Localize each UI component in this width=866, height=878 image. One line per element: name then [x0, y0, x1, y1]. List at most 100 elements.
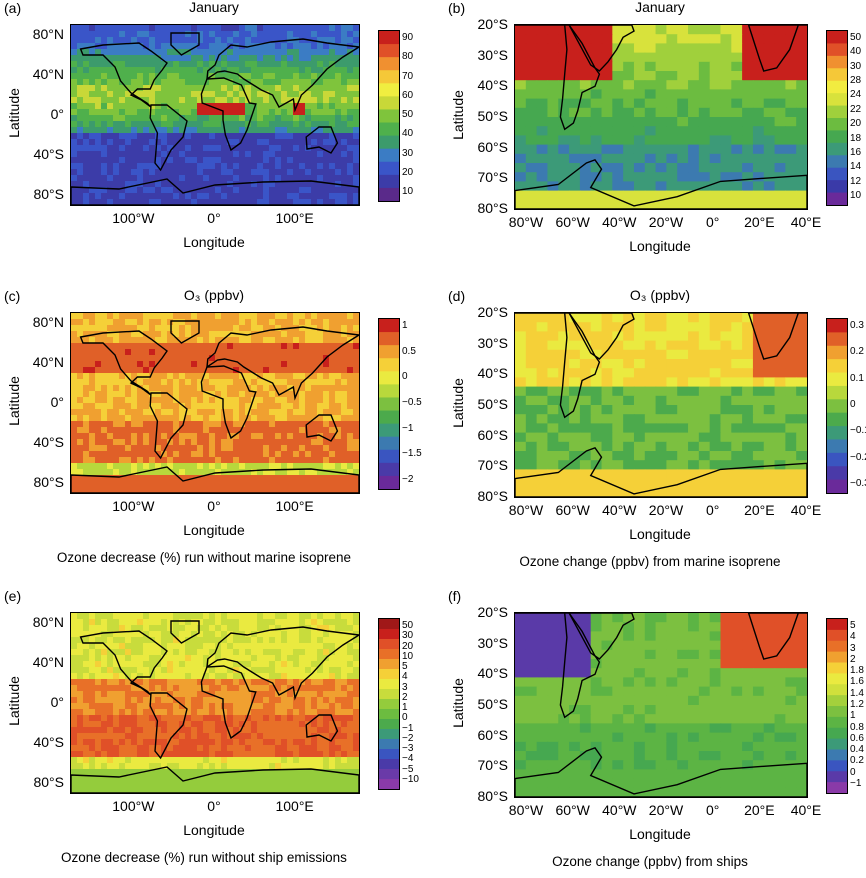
grid-cell [71, 79, 78, 86]
grid-cell [161, 613, 168, 620]
grid-cell [311, 61, 318, 68]
grid-cell [341, 25, 348, 32]
grid-cell [698, 135, 711, 146]
grid-cell [323, 151, 330, 158]
grid-cell [299, 175, 306, 182]
grid-cell [742, 163, 754, 173]
grid-cell [558, 331, 570, 342]
grid-cell [221, 145, 228, 152]
grid-cell [287, 451, 294, 458]
grid-cell [173, 49, 180, 56]
grid-cell [137, 427, 144, 434]
grid-cell [197, 331, 204, 338]
grid-cell [720, 144, 732, 155]
grid-cell [233, 91, 240, 98]
grid-cell [251, 73, 258, 80]
grid-cell [347, 667, 354, 674]
grid-cell [547, 199, 559, 209]
grid-cell [655, 313, 667, 323]
grid-cell [155, 427, 162, 434]
grid-cell [233, 343, 240, 350]
grid-cell [173, 331, 180, 338]
grid-cell [203, 625, 210, 632]
grid-cell [215, 421, 222, 428]
grid-cell [179, 661, 186, 668]
grid-cell [763, 368, 776, 378]
grid-cell [329, 409, 336, 416]
grid-cell [666, 135, 678, 146]
grid-cell [785, 126, 797, 136]
grid-cell [329, 361, 336, 368]
grid-cell [569, 414, 581, 424]
grid-cell [251, 673, 258, 680]
grid-cell [347, 439, 354, 446]
grid-cell [185, 409, 192, 416]
grid-cell [644, 414, 657, 424]
grid-cell [590, 181, 603, 192]
grid-cell [579, 126, 592, 136]
grid-cell [197, 691, 204, 698]
grid-cell [601, 80, 613, 90]
grid-cell [688, 368, 700, 378]
grid-cell [774, 441, 786, 452]
grid-cell [547, 432, 559, 443]
grid-cell [119, 157, 126, 164]
grid-cell [335, 373, 342, 380]
panel-b-label: (b) [448, 0, 466, 16]
grid-cell [335, 487, 342, 493]
grid-cell [161, 97, 168, 104]
grid-cell [95, 451, 102, 458]
grid-cell [293, 613, 300, 620]
panel-d-colorbar-tick: 0 [850, 399, 856, 410]
grid-cell [197, 475, 204, 482]
grid-cell [644, 89, 657, 100]
grid-cell [185, 181, 192, 188]
grid-cell [83, 691, 90, 698]
grid-cell [197, 631, 204, 638]
grid-cell [269, 619, 276, 626]
grid-cell [245, 55, 252, 62]
grid-cell [251, 709, 258, 716]
grid-cell [101, 679, 108, 686]
grid-cell [275, 649, 282, 656]
grid-cell [113, 121, 120, 128]
grid-cell [161, 145, 168, 152]
grid-cell [167, 463, 174, 470]
grid-cell [119, 481, 126, 488]
grid-cell [203, 115, 210, 122]
grid-cell [89, 367, 96, 374]
grid-cell [547, 349, 559, 360]
grid-cell [335, 481, 342, 488]
grid-cell [119, 445, 126, 452]
grid-cell [251, 373, 258, 380]
grid-cell [179, 625, 186, 632]
grid-cell [125, 55, 132, 62]
grid-cell [709, 405, 722, 415]
grid-cell [77, 169, 84, 176]
grid-cell [335, 679, 342, 686]
grid-cell [245, 655, 252, 662]
grid-cell [353, 457, 359, 464]
grid-cell [227, 655, 234, 662]
grid-cell [335, 85, 342, 92]
grid-cell [612, 414, 624, 424]
panel-a-ytick: 80°N [32, 26, 64, 42]
grid-cell [590, 117, 603, 127]
grid-cell [107, 691, 114, 698]
grid-cell [287, 343, 294, 350]
panel-d-colorbar-tick: 0.2 [850, 346, 864, 358]
grid-cell [335, 637, 342, 644]
grid-cell [131, 151, 138, 158]
grid-cell [305, 343, 312, 350]
grid-cell [341, 679, 348, 686]
grid-cell [317, 343, 324, 350]
grid-cell [785, 135, 797, 146]
grid-cell [245, 457, 252, 464]
grid-cell [257, 343, 264, 350]
grid-cell [275, 697, 282, 704]
grid-cell [329, 613, 336, 620]
grid-cell [113, 643, 120, 650]
grid-cell [655, 359, 667, 369]
grid-cell [95, 37, 102, 44]
grid-cell [720, 117, 732, 127]
